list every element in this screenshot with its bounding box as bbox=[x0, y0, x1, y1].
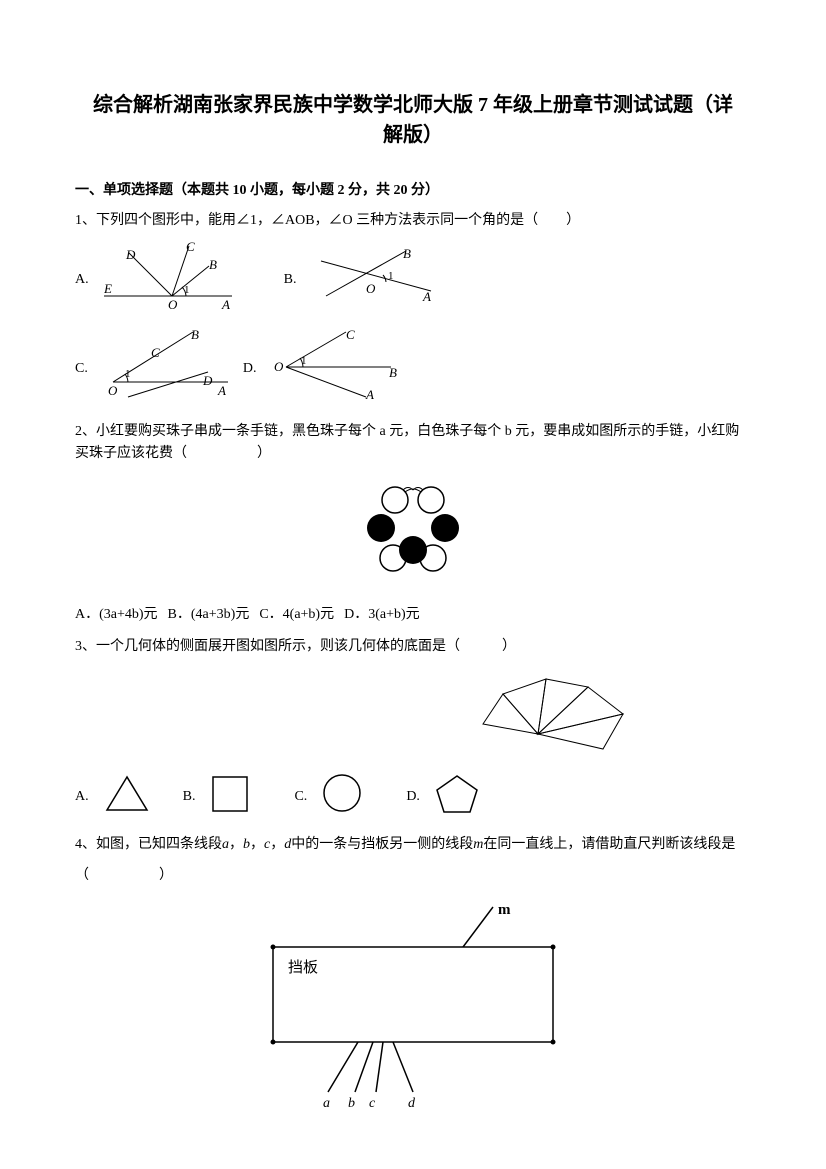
svg-text:A: A bbox=[422, 289, 431, 304]
svg-text:C: C bbox=[151, 345, 160, 360]
q1-label-C: C. bbox=[75, 358, 88, 380]
q1-label-D: D. bbox=[243, 358, 257, 380]
svg-text:D: D bbox=[125, 247, 136, 262]
q1-diagram-A: D C B E O A 1 bbox=[104, 241, 234, 319]
svg-text:挡板: 挡板 bbox=[288, 958, 318, 976]
svg-text:C: C bbox=[346, 327, 355, 342]
q3-label-A: A. bbox=[75, 786, 89, 808]
q2-opt-A: A．(3a+4b)元 bbox=[75, 604, 158, 626]
section-header: 一、单项选择题（本题共 10 小题，每小题 2 分，共 20 分） bbox=[75, 180, 751, 202]
q1-diagram-B: B O A 1 bbox=[311, 246, 441, 314]
q3-label-C: C. bbox=[294, 786, 307, 808]
svg-text:B: B bbox=[403, 246, 411, 261]
svg-text:B: B bbox=[209, 257, 217, 272]
svg-text:E: E bbox=[104, 281, 112, 296]
svg-text:D: D bbox=[202, 373, 213, 388]
q1-label-A: A. bbox=[75, 269, 89, 291]
q1-label-B: B. bbox=[284, 269, 297, 291]
svg-text:A: A bbox=[221, 297, 230, 311]
q2-options: A．(3a+4b)元 B．(4a+3b)元 C．4(a+b)元 D．3(a+b)… bbox=[75, 604, 751, 626]
svg-text:O: O bbox=[366, 281, 376, 296]
svg-text:A: A bbox=[365, 387, 374, 402]
svg-text:B: B bbox=[191, 327, 199, 342]
page-title: 综合解析湖南张家界民族中学数学北师大版 7 年级上册章节测试试题（详 解版） bbox=[75, 90, 751, 150]
q1-row2: C. B C O D A 1 D. C O bbox=[75, 327, 751, 410]
svg-text:C: C bbox=[186, 241, 195, 254]
q3-pentagon bbox=[433, 772, 481, 822]
svg-text:d: d bbox=[408, 1096, 416, 1111]
question-2: 2、小红要购买珠子串成一条手链，黑色珠子每个 a 元，白色珠子每个 b 元，要串… bbox=[75, 421, 751, 627]
q1-text: 1、下列四个图形中，能用∠1，∠AOB，∠O 三种方法表示同一个角的是（ ） bbox=[75, 210, 751, 232]
question-3: 3、一个几何体的侧面展开图如图所示，则该几何体的底面是（ ） A. B. C. … bbox=[75, 636, 751, 822]
q2-opt-C: C．4(a+b)元 bbox=[259, 604, 334, 626]
svg-text:A: A bbox=[217, 383, 226, 398]
svg-text:1: 1 bbox=[301, 355, 307, 367]
svg-text:b: b bbox=[348, 1096, 355, 1111]
q3-options: A. B. C. D. bbox=[75, 772, 751, 822]
q4-paren: （ ） bbox=[75, 865, 751, 887]
q3-text: 3、一个几何体的侧面展开图如图所示，则该几何体的底面是（ ） bbox=[75, 636, 751, 658]
q4-diagram: m 挡板 a b c d bbox=[75, 902, 751, 1120]
title-line1: 综合解析湖南张家界民族中学数学北师大版 7 年级上册章节测试试题（详 bbox=[93, 94, 733, 116]
q1-row1: A. D C B E O A 1 B. bbox=[75, 241, 751, 319]
svg-text:1: 1 bbox=[125, 368, 131, 380]
q3-triangle bbox=[102, 772, 152, 822]
q3-label-B: B. bbox=[183, 786, 196, 808]
title-line2: 解版） bbox=[383, 124, 443, 146]
svg-text:m: m bbox=[498, 902, 511, 918]
q2-text: 2、小红要购买珠子串成一条手链，黑色珠子每个 a 元，白色珠子每个 b 元，要串… bbox=[75, 421, 751, 466]
question-4: 4、如图，已知四条线段a，b，c，d中的一条与挡板另一侧的线段m在同一直线上，请… bbox=[75, 834, 751, 1120]
q2-opt-B: B．(4a+3b)元 bbox=[168, 604, 250, 626]
q3-fan bbox=[355, 669, 751, 762]
svg-text:O: O bbox=[168, 297, 178, 311]
svg-text:B: B bbox=[389, 365, 397, 380]
svg-text:a: a bbox=[323, 1096, 330, 1111]
q3-square bbox=[208, 772, 253, 822]
svg-text:O: O bbox=[108, 383, 118, 398]
question-1: 1、下列四个图形中，能用∠1，∠AOB，∠O 三种方法表示同一个角的是（ ） A… bbox=[75, 210, 751, 410]
q2-opt-D: D．3(a+b)元 bbox=[344, 604, 420, 626]
q3-circle bbox=[320, 772, 365, 822]
q4-text: 4、如图，已知四条线段a，b，c，d中的一条与挡板另一侧的线段m在同一直线上，请… bbox=[75, 834, 751, 856]
q3-label-D: D. bbox=[406, 786, 420, 808]
svg-text:1: 1 bbox=[388, 270, 394, 282]
q1-diagram-D: C O B A 1 bbox=[271, 327, 401, 410]
svg-text:c: c bbox=[369, 1096, 376, 1111]
q1-diagram-C: B C O D A 1 bbox=[103, 327, 233, 410]
svg-text:O: O bbox=[274, 359, 284, 374]
svg-text:1: 1 bbox=[184, 284, 190, 296]
q2-beads bbox=[75, 480, 751, 588]
